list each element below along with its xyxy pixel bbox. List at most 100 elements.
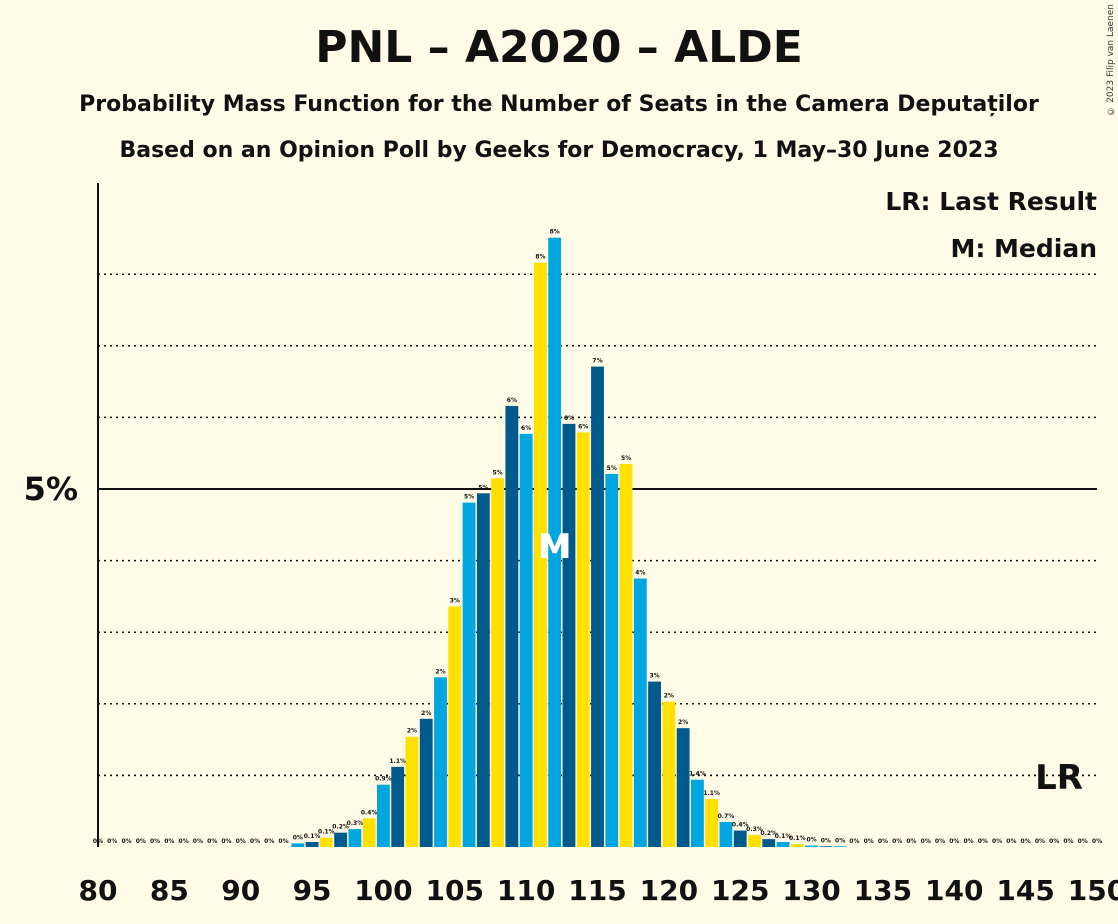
bar-value-label: 3% — [649, 673, 659, 680]
bar-value-label: 5% — [464, 494, 474, 501]
bar — [519, 433, 533, 847]
bar — [462, 502, 476, 847]
bar-value-label: 0.1% — [304, 833, 321, 840]
bar — [790, 844, 804, 847]
bar — [476, 493, 490, 847]
bar-value-label: 0.3% — [347, 820, 364, 827]
bar — [377, 784, 390, 847]
bar-value-label: 6% — [507, 397, 517, 404]
x-tick-label: 130 — [782, 874, 840, 907]
bar — [819, 846, 833, 847]
bar — [362, 818, 376, 847]
bar-value-label: 0.1% — [318, 829, 335, 836]
x-tick-label: 150 — [1068, 874, 1118, 907]
bar-value-label: 0% — [1049, 838, 1059, 845]
bar-value-label: 0% — [136, 838, 146, 845]
bar-value-label: 3% — [450, 597, 460, 604]
bar-value-label: 0.1% — [789, 835, 806, 842]
bar-value-label: 0% — [906, 838, 916, 845]
bar-value-label: 0% — [293, 834, 303, 841]
bar — [662, 701, 676, 847]
bar-value-label: 6% — [521, 425, 531, 432]
bar — [633, 578, 647, 847]
bar-value-label: 0.4% — [361, 809, 378, 816]
bar-value-label: 0% — [221, 838, 231, 845]
bar — [591, 366, 604, 847]
bar-value-label: 0% — [835, 837, 845, 844]
bar-value-label: 6% — [564, 415, 574, 422]
bar-value-label: 0% — [978, 838, 988, 845]
bar-value-label: 0% — [1006, 838, 1016, 845]
bar — [605, 473, 619, 847]
bar — [719, 821, 733, 847]
bar-value-label: 0.1% — [775, 833, 792, 840]
bar-value-label: 5% — [607, 465, 617, 472]
bar — [805, 845, 818, 847]
x-tick-label: 125 — [711, 874, 769, 907]
bar-value-label: 6% — [578, 423, 588, 430]
bar-value-label: 2% — [435, 668, 445, 675]
bar — [391, 766, 405, 847]
bar-value-label: 0.9% — [375, 776, 392, 783]
bar — [291, 843, 305, 847]
bar-value-label: 0% — [864, 838, 874, 845]
bar — [405, 736, 419, 847]
bar-value-label: 0% — [250, 838, 260, 845]
bar — [505, 405, 519, 847]
bar-value-label: 0.2% — [332, 824, 349, 831]
chart-subtitle-2: Based on an Opinion Poll by Geeks for De… — [119, 138, 999, 163]
bar-value-label: 2% — [407, 728, 417, 735]
bar-value-label: 0% — [107, 838, 117, 845]
bar — [448, 606, 462, 847]
y-tick-label: 5% — [24, 470, 78, 508]
bar-value-label: 5% — [478, 484, 488, 491]
bar — [690, 779, 704, 847]
bar-value-label: 0% — [963, 838, 973, 845]
bar — [305, 841, 319, 847]
bar — [334, 832, 348, 847]
x-tick-label: 135 — [854, 874, 912, 907]
bar-value-label: 1.1% — [703, 790, 720, 797]
bar-value-label: 0% — [193, 838, 203, 845]
bar — [676, 728, 690, 847]
bar — [562, 423, 576, 847]
bar-value-label: 0.2% — [760, 830, 777, 837]
bar-value-label: 7% — [592, 358, 602, 365]
bar-value-label: 0% — [121, 838, 131, 845]
chart-subtitle: Probability Mass Function for the Number… — [79, 92, 1039, 117]
bar-value-label: 2% — [421, 710, 431, 717]
bar-value-label: 0% — [992, 838, 1002, 845]
bar-value-label: 2% — [664, 693, 674, 700]
bar-value-label: 1.4% — [689, 771, 706, 778]
bar-value-label: 0% — [949, 838, 959, 845]
x-tick-label: 105 — [426, 874, 484, 907]
bar-value-label: 0.4% — [732, 822, 749, 829]
bar — [776, 841, 790, 847]
bar — [419, 718, 433, 847]
bar-value-label: 0% — [849, 838, 859, 845]
bar-value-label: 8% — [535, 254, 545, 261]
x-tick-label: 115 — [568, 874, 626, 907]
last-result-marker: LR — [1035, 758, 1083, 798]
bar-value-label: 0% — [150, 838, 160, 845]
bar-value-label: 0% — [179, 838, 189, 845]
bar-value-label: 0% — [1092, 838, 1102, 845]
bar-value-label: 0% — [1078, 838, 1088, 845]
bar-value-label: 0% — [264, 838, 274, 845]
bar-value-label: 5% — [621, 455, 631, 462]
bar-value-label: 2% — [678, 719, 688, 726]
bar — [705, 799, 719, 847]
bar — [619, 463, 633, 847]
bar-value-label: 5% — [493, 469, 503, 476]
bar-value-label: 0% — [821, 837, 831, 844]
bar — [319, 837, 333, 847]
bar-value-label: 0% — [1035, 838, 1045, 845]
x-tick-label: 90 — [221, 874, 260, 907]
bar-value-label: 0% — [278, 838, 288, 845]
chart-title: PNL – A2020 – ALDE — [315, 22, 803, 73]
x-tick-label: 110 — [497, 874, 555, 907]
bar — [833, 846, 847, 847]
median-marker: M — [538, 527, 572, 567]
bar-value-label: 0% — [207, 838, 217, 845]
